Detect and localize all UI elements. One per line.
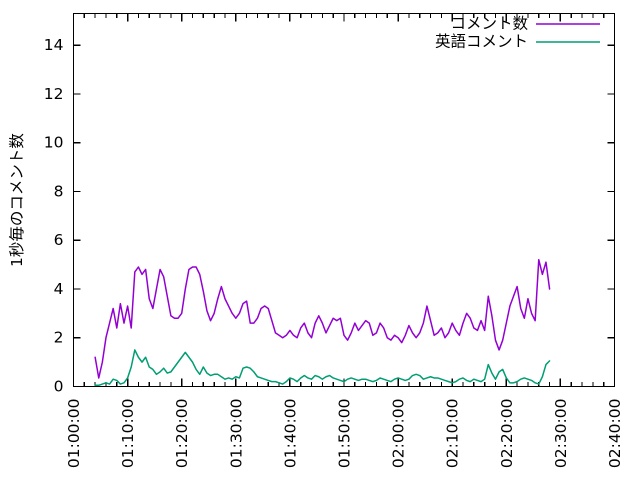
x-tick-label: 01:20:00 [173, 399, 191, 469]
y-tick-label: 4 [54, 280, 64, 298]
plot-border [72, 12, 616, 388]
series-line-2 [94, 349, 551, 387]
x-tick-label: 01:50:00 [336, 399, 354, 469]
x-tick-label: 01:30:00 [227, 399, 245, 469]
x-tick-label: 01:40:00 [281, 399, 299, 469]
x-tick-label: 02:10:00 [444, 399, 462, 469]
x-tick-label: 02:30:00 [552, 399, 570, 469]
x-tick-label: 01:10:00 [119, 399, 137, 469]
y-tick-label: 0 [54, 378, 64, 396]
x-tick-label: 02:40:00 [606, 399, 624, 469]
y-axis-title: 1秒毎のコメント数 [8, 133, 26, 267]
x-tick-label: 02:20:00 [498, 399, 516, 469]
y-tick-label: 10 [44, 134, 64, 152]
x-tick-label: 02:00:00 [390, 399, 408, 469]
data-series [94, 258, 551, 387]
legend-label-1: コメント数 [450, 15, 528, 33]
y-tick-label: 2 [54, 329, 64, 347]
y-tick-label: 14 [44, 36, 64, 54]
y-axis-ticks: 0 2 4 6 8 10 12 14 [44, 36, 615, 396]
y-tick-label: 8 [54, 182, 64, 200]
series-line-1 [94, 258, 551, 379]
y-tick-label: 12 [44, 85, 64, 103]
x-tick-label: 01:00:00 [65, 399, 83, 469]
y-tick-label: 6 [54, 231, 64, 249]
x-axis-ticks: 01:00:00 01:10:00 01:20:00 01:30:00 01:40:00… [65, 13, 624, 469]
legend-label-2: 英語コメント [435, 33, 528, 51]
